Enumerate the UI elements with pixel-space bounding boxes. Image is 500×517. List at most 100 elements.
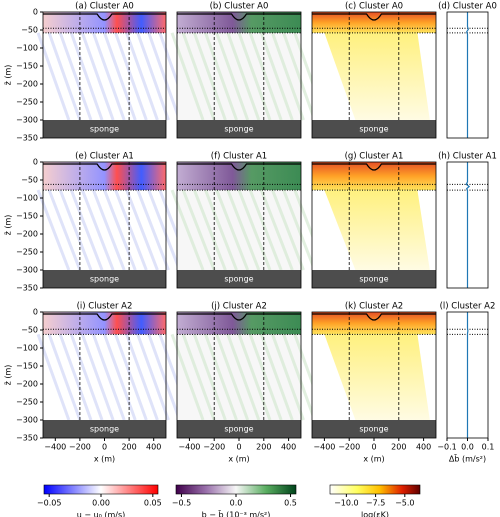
surface-line [312, 163, 436, 171]
field-texture [248, 189, 283, 271]
field-texture [282, 189, 317, 271]
field-texture [92, 189, 126, 271]
field-texture [103, 189, 137, 271]
panel-title: (i) Cluster A2 [77, 302, 133, 312]
field-texture [192, 189, 227, 271]
field-texture [271, 189, 305, 271]
colorbar-tick-label: −10.0 [334, 499, 359, 508]
field-band [43, 312, 166, 335]
x-tick-label: 0 [371, 443, 376, 452]
y-tick-label: −350 [16, 434, 38, 443]
field-band [177, 162, 301, 191]
surface-line [177, 163, 301, 171]
field-band [312, 12, 436, 33]
x-axis-label: x (m) [94, 455, 115, 464]
y-tick-label: −350 [16, 284, 38, 293]
y-tick-label: −50 [21, 176, 38, 185]
field-texture [69, 32, 104, 121]
y-tick-label: −100 [16, 194, 38, 203]
panel: sponge (i) Cluster A2 0 −50 −100 −150 −200 −250… [4, 302, 193, 464]
field-texture [226, 333, 261, 421]
sponge-region [43, 420, 166, 438]
x-tick-label: −200 [69, 443, 91, 452]
x-tick-label: 200 [256, 443, 271, 452]
colorbar-label: log(εK) [361, 511, 389, 517]
field-texture [58, 189, 93, 271]
field-texture [136, 189, 170, 271]
colorbar-tick-label: 0.5 [284, 499, 297, 508]
x-tick-label: 400 [416, 443, 431, 452]
panel-title: (l) Cluster A2 [440, 302, 496, 312]
field-texture [237, 333, 272, 421]
colorbar-tick-label: −0.5 [172, 499, 191, 508]
field-texture [248, 333, 283, 421]
field-texture [324, 190, 430, 270]
panel-title: (j) Cluster A2 [211, 302, 267, 312]
sponge-label: sponge [359, 125, 388, 134]
profile-line [466, 12, 469, 138]
field-texture [147, 333, 181, 421]
x-tick-label: 0 [102, 443, 107, 452]
field-band [312, 312, 436, 335]
field-texture [125, 32, 159, 121]
colorbar-scale [329, 484, 421, 495]
panel: sponge (b) Cluster A0 [170, 2, 328, 139]
field-texture [47, 189, 82, 271]
field-texture [69, 189, 104, 271]
surface-line [43, 13, 166, 21]
y-tick-label: 0 [33, 308, 38, 317]
x-tick-label: −400 [313, 443, 335, 452]
sponge-label: sponge [359, 275, 388, 284]
field-texture [259, 333, 294, 421]
panel: (l) Cluster A2 −0.1 0.0 0.1Δb̄ (m/s²) [437, 302, 495, 464]
y-tick-label: −300 [16, 266, 38, 275]
colorbar-tick-label: 0.0 [230, 499, 243, 508]
field-texture [192, 32, 227, 121]
sponge-region [312, 120, 436, 138]
field-texture [80, 189, 115, 271]
y-tick-label: −200 [16, 80, 38, 89]
panel: (d) Cluster A0 [438, 2, 497, 139]
panel-title: (c) Cluster A0 [345, 2, 403, 12]
field-texture [259, 189, 294, 271]
panel: sponge (g) Cluster A1 [311, 152, 437, 289]
y-tick-label: −300 [16, 416, 38, 425]
field-texture [226, 189, 261, 271]
x-tick-label: 200 [391, 443, 406, 452]
colorbar-scale [175, 484, 297, 495]
field-texture [125, 189, 159, 271]
colorbar: −0.5 0.0 0.5 b − b̄ (10⁻³ m/s²) [172, 484, 297, 517]
x-axis-label: Δb̄ (m/s²) [449, 453, 486, 463]
panel-frame [446, 161, 489, 289]
sponge-region [43, 270, 166, 288]
panel-title: (h) Cluster A1 [438, 152, 497, 162]
panel-frame [42, 161, 167, 289]
profile-line [465, 162, 471, 288]
y-tick-label: −50 [21, 26, 38, 35]
field-texture [103, 333, 137, 421]
field-texture [58, 32, 93, 121]
field-texture [181, 189, 216, 271]
surface-line [177, 13, 301, 21]
sponge-label: sponge [224, 425, 253, 434]
field-texture [215, 189, 250, 271]
panel: sponge (j) Cluster A2 −400 −200 0 200 400 x (m) [170, 302, 328, 464]
surface-line [43, 163, 166, 171]
colorbar: −0.05 0.00 0.05 u − u₀ (m/s) [37, 484, 162, 517]
field-band [43, 162, 166, 191]
colorbar-tick-label: 0.00 [92, 499, 110, 508]
x-tick-label: −200 [338, 443, 360, 452]
y-tick-label: −250 [16, 398, 38, 407]
colorbar-scale [43, 484, 159, 495]
field-texture [103, 32, 137, 121]
y-tick-label: −150 [16, 212, 38, 221]
field-texture [271, 32, 305, 121]
field-texture [324, 32, 430, 120]
y-tick-label: −250 [16, 248, 38, 257]
x-tick-label: 400 [281, 443, 296, 452]
x-tick-label: 0.1 [482, 443, 495, 452]
field-texture [80, 32, 115, 121]
field-texture [237, 189, 272, 271]
field-texture [114, 189, 148, 271]
